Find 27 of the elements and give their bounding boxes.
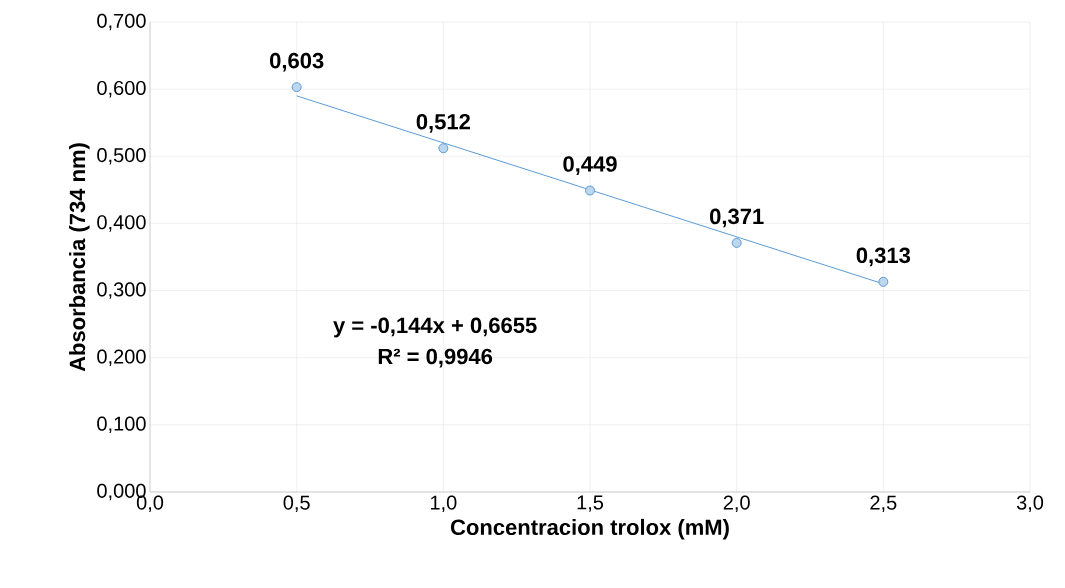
x-tick-label: 0,5 — [283, 495, 310, 513]
x-tick-label: 2,5 — [870, 495, 897, 513]
point — [878, 276, 889, 287]
data-label: 0,313 — [856, 247, 911, 267]
data-label: 0,512 — [416, 113, 470, 133]
point — [291, 82, 302, 93]
data-label: 0,371 — [710, 208, 764, 228]
x-tick-label: 2,0 — [723, 495, 750, 513]
x-tick-label: 3,0 — [1016, 495, 1044, 513]
y-tick-label: 0,200 — [97, 349, 146, 366]
y-tick-label: 0,600 — [97, 80, 146, 98]
x-tick-label: 1,0 — [430, 495, 457, 513]
x-tick-label: 1,5 — [577, 495, 604, 512]
y-tick-label: 0,100 — [97, 416, 146, 434]
x-axis-title: Concentracion trolox (mM) — [450, 518, 729, 540]
annotation: y = -0,144x + 0,6655 — [333, 317, 537, 338]
point — [585, 185, 596, 196]
point — [731, 237, 742, 248]
y-tick-label: 0,300 — [97, 282, 146, 299]
data-label: 0,603 — [270, 52, 324, 72]
data-label: 0,449 — [563, 156, 617, 175]
y-tick-label: 0,400 — [97, 215, 146, 232]
y-axis-title: Absorbancia (734 nm) — [69, 143, 90, 372]
annotation: R² = 0,9946 — [378, 348, 493, 368]
y-tick-label: 0,700 — [97, 13, 146, 31]
point — [438, 143, 449, 154]
y-tick-label: 0,500 — [97, 148, 146, 165]
